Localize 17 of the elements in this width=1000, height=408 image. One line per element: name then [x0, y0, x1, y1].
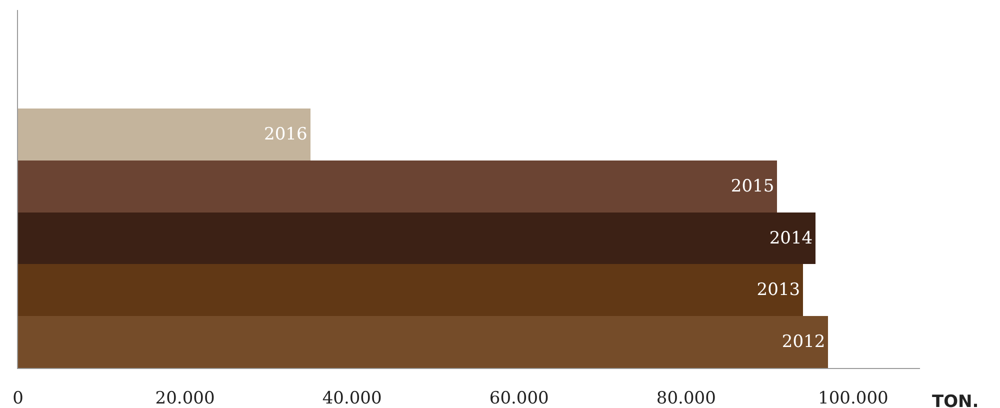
y-tick-label: 2012	[782, 332, 826, 352]
bar	[18, 108, 310, 160]
bar	[18, 316, 828, 368]
bar	[18, 160, 778, 212]
y-tick-label: 2014	[769, 228, 813, 248]
x-tick-label: 20.000	[155, 388, 215, 408]
x-tick-label: 80.000	[656, 388, 716, 408]
y-tick-label: 2013	[756, 280, 800, 300]
bar	[18, 212, 816, 264]
y-tick-label: 2015	[730, 176, 774, 196]
y-tick-label: 2016	[264, 124, 308, 145]
bar	[18, 264, 804, 316]
x-tick-label: 0	[12, 388, 24, 408]
x-tick-label: 100.000	[818, 388, 888, 408]
x-tick-label: 40.000	[322, 388, 382, 408]
x-tick-label: 60.000	[489, 388, 549, 408]
x-axis-title: TON.	[932, 392, 979, 408]
